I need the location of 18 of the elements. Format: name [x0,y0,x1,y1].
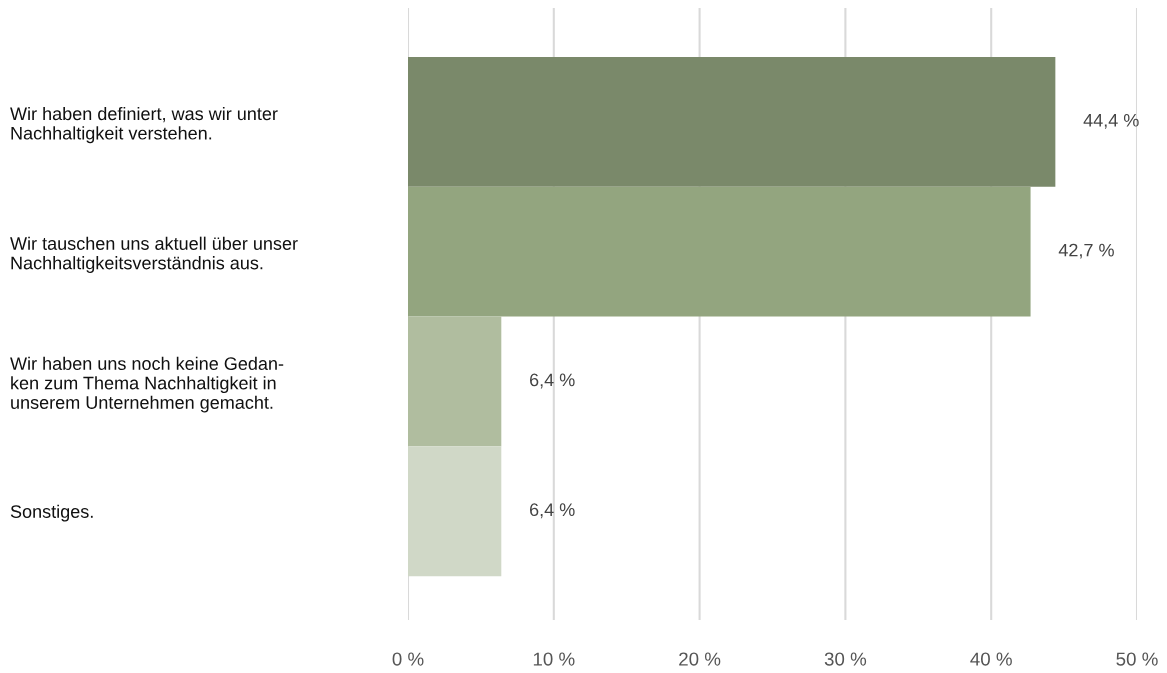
data-label: 6,4 % [530,503,575,519]
data-label: 44,4 % [1083,113,1139,129]
y-tick-label: Wir haben definiert, was wir unter Nachhaltigkeit verstehen. [10,106,278,144]
x-tick-label: 40 % [970,652,1012,666]
x-tick-label: 0 % [392,652,424,666]
bar [408,186,1031,317]
x-tick-label: 50 % [1116,652,1158,666]
bar [408,56,1056,187]
x-tick-label: 20 % [679,652,721,666]
data-label: 6,4 % [530,373,575,389]
y-tick-label: Wir tauschen uns aktuell über unser Nachhaltigkeitsverständnis aus. [10,236,298,273]
x-tick-label: 30 % [824,652,867,666]
x-tick-label: 10 % [533,652,575,666]
data-label: 42,7 % [1058,243,1114,259]
bar [408,446,502,577]
bar [408,316,502,447]
y-tick-label: Wir haben uns noch keine Gedan- ken zum Thema Nachhaltigkeit in unserem Unternehmen gemacht. [10,356,284,413]
y-tick-label: Sonstiges. [10,504,93,522]
